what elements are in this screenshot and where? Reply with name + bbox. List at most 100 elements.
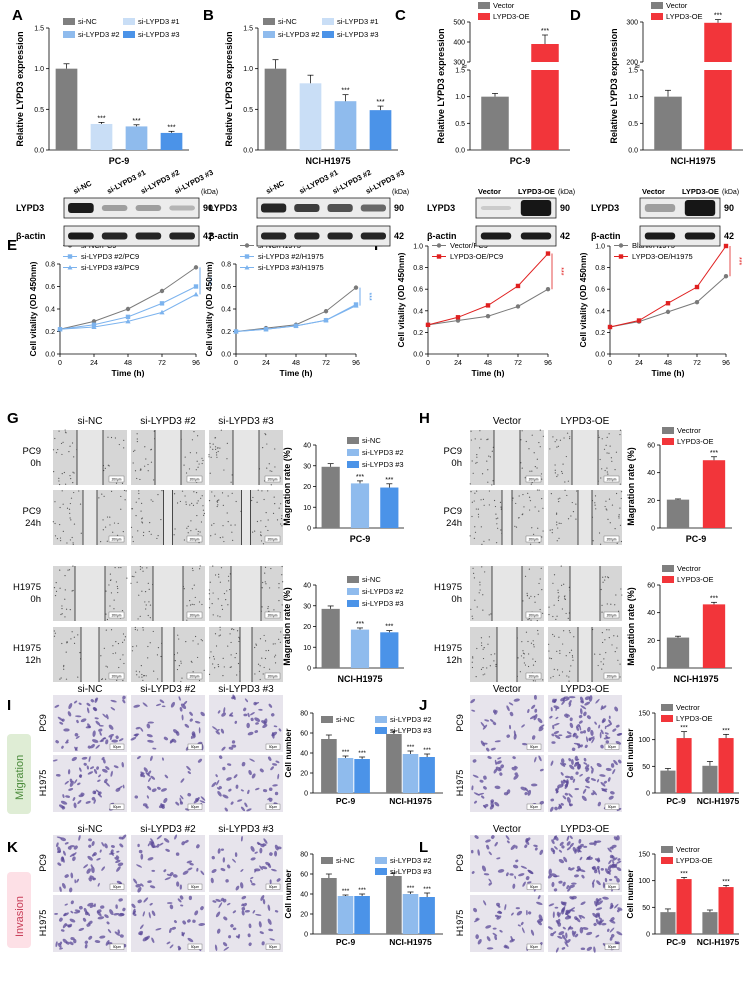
stained-cell <box>250 846 255 852</box>
cell-dot <box>212 663 214 665</box>
stained-cell <box>232 910 237 914</box>
cell-dot <box>196 656 199 659</box>
cell-dot <box>273 496 275 498</box>
stained-cell <box>93 769 98 774</box>
chart-F2-point <box>694 284 700 290</box>
cell-dot <box>115 641 117 643</box>
wound-h-row-time: 24h <box>446 518 462 529</box>
cell-dot <box>59 569 61 571</box>
stained-cell <box>149 885 156 889</box>
chart-K-bar <box>354 896 370 934</box>
cell-dot <box>532 640 534 642</box>
stained-cell <box>569 896 575 900</box>
scale-bar-label: 200μm <box>607 674 617 678</box>
stained-cell <box>589 842 595 845</box>
cell-dot <box>102 529 104 531</box>
transwell-I-column-header: si-LYPD3 #2 <box>140 684 196 695</box>
cell-dot <box>69 512 71 515</box>
stained-cell <box>218 902 223 909</box>
stained-cell <box>474 800 478 804</box>
cell-dot <box>530 619 532 621</box>
stained-cell <box>148 777 152 782</box>
stained-cell <box>574 787 580 791</box>
cell-dot <box>192 640 194 642</box>
blot-C-lypd3-kda: 90 <box>560 203 570 213</box>
chart-C-lower-y-tick-label: 0.0 <box>455 148 465 155</box>
stained-cell <box>254 851 258 854</box>
cell-dot <box>281 604 283 606</box>
cell-dot <box>61 607 63 610</box>
transwell-K-column-header: si-LYPD3 #3 <box>218 824 274 835</box>
cell-dot <box>280 517 283 520</box>
stained-cell <box>147 770 152 775</box>
cell-dot <box>107 436 109 438</box>
cell-dot <box>480 499 482 501</box>
cell-dot <box>494 505 497 508</box>
stained-cell <box>196 844 200 849</box>
chart-G2-y-tick-label: 0 <box>307 666 311 673</box>
cell-dot <box>537 593 539 596</box>
cell-dot <box>160 655 162 658</box>
chart-G2-y-tick-label: 10 <box>303 645 311 652</box>
cell-dot <box>230 481 232 483</box>
wound-h-row-time: 12h <box>446 655 462 666</box>
stained-cell <box>211 869 217 874</box>
cell-dot <box>261 606 263 608</box>
stained-cell <box>92 707 97 712</box>
stained-cell <box>579 708 583 715</box>
scale-bar-box <box>186 535 203 543</box>
stained-cell <box>550 760 554 766</box>
panel-label-g: G <box>7 410 19 427</box>
cell-dot <box>539 429 541 431</box>
cell-dot <box>518 495 520 497</box>
stained-cell <box>67 769 71 775</box>
cell-dot <box>542 679 544 681</box>
stained-cell <box>88 838 93 842</box>
stained-cell <box>59 886 62 893</box>
cell-dot <box>209 581 211 583</box>
cell-dot <box>557 589 559 591</box>
cell-dot <box>219 537 221 539</box>
cell-dot <box>231 492 233 494</box>
cell-dot <box>613 635 615 637</box>
cell-dot <box>552 633 554 636</box>
cell-dot <box>141 676 143 678</box>
cell-dot <box>252 496 254 499</box>
stained-cell <box>162 757 164 761</box>
cell-dot <box>475 462 477 464</box>
stained-cell <box>608 878 613 881</box>
cell-dot <box>123 662 125 665</box>
stained-cell <box>114 931 121 936</box>
stained-cell <box>484 719 490 722</box>
cell-dot <box>488 539 490 541</box>
stained-cell <box>536 901 543 906</box>
stained-cell <box>132 908 136 915</box>
stained-cell <box>228 746 234 750</box>
stained-cell <box>78 794 84 798</box>
cell-dot <box>199 531 201 533</box>
stained-cell <box>89 904 95 908</box>
blot-A-lypd3-band <box>169 205 195 211</box>
chart-B-bar <box>369 110 392 150</box>
chart-H1-y-tick-label: 0 <box>651 526 655 533</box>
blot-C-lane-label: Vector <box>478 187 501 196</box>
stained-cell <box>151 910 156 917</box>
wound-gap <box>241 490 251 545</box>
transwell-image <box>131 835 205 892</box>
cell-dot <box>539 446 541 448</box>
stained-cell <box>230 801 234 805</box>
stained-cell <box>515 845 518 849</box>
chart-B-legend-swatch <box>263 18 275 25</box>
stained-cell <box>263 838 268 844</box>
stained-cell <box>218 755 223 759</box>
chart-J-legend-swatch <box>661 715 673 722</box>
cell-dot <box>219 581 221 583</box>
stained-cell <box>211 855 215 860</box>
chart-C-sig: *** <box>541 28 549 35</box>
cell-dot <box>123 447 125 449</box>
stained-cell <box>135 883 142 888</box>
stained-cell <box>147 857 154 861</box>
blot-D-actin-band <box>644 232 676 240</box>
stained-cell <box>223 946 230 951</box>
stained-cell <box>605 868 609 874</box>
